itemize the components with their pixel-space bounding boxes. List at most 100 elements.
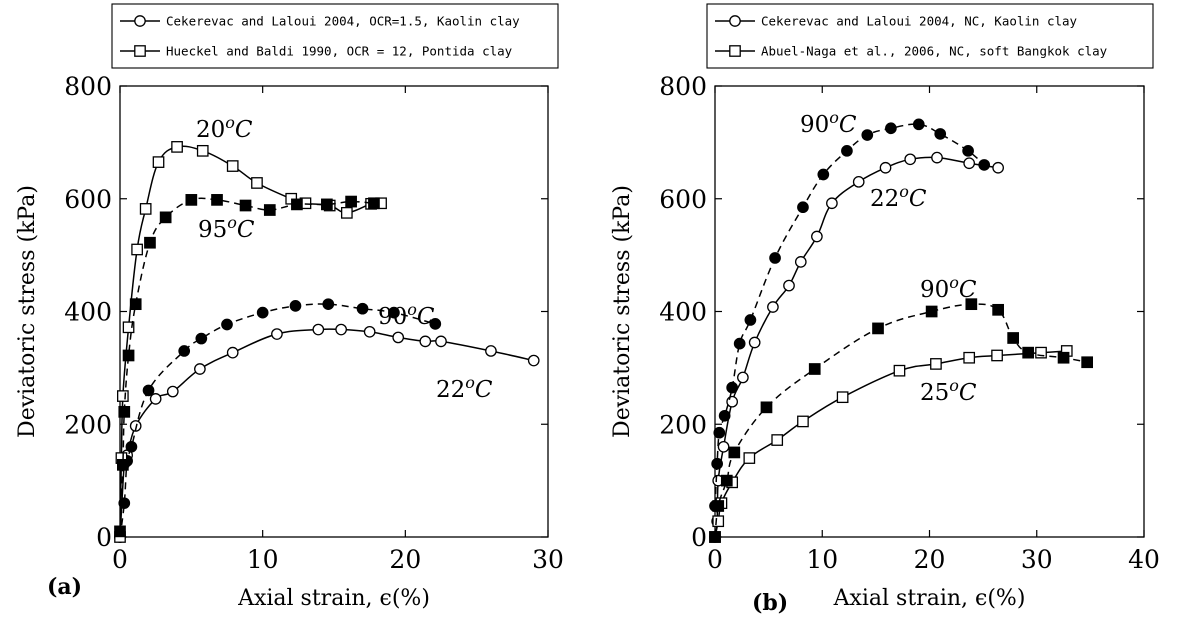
x-tick-label: 20 [389, 545, 421, 574]
data-point [771, 434, 784, 446]
legend: Cekerevac and Laloui 2004, NC, Kaolin cl… [706, 3, 1154, 69]
data-point [760, 401, 773, 414]
temperature-annotation: 20oC [196, 113, 253, 143]
data-point [737, 371, 749, 384]
data-point [769, 252, 781, 264]
data-point [963, 351, 976, 364]
data-point [166, 385, 179, 398]
data-point [709, 531, 721, 543]
data-point [185, 194, 198, 206]
data-point [744, 314, 757, 326]
data-point [340, 206, 353, 219]
data-point [963, 157, 976, 170]
data-point [144, 236, 156, 249]
data-point [1057, 351, 1070, 364]
legend-entry: Abuel-Naga et al., 2006, NC, soft Bangko… [761, 44, 1108, 59]
data-point [335, 323, 347, 336]
data-point [783, 279, 795, 292]
data-point [152, 156, 165, 168]
data-point [419, 335, 432, 348]
data-point [718, 409, 731, 422]
data-point [713, 426, 726, 439]
data-point [1035, 346, 1047, 359]
data-point [226, 160, 239, 172]
series-1-90C [709, 118, 991, 512]
data-point [836, 391, 849, 404]
series-1-22C [709, 151, 1004, 543]
data-point [291, 198, 303, 211]
temperature-annotation: 90oC [920, 273, 977, 303]
data-point [817, 168, 830, 181]
y-tick-label: 800 [659, 72, 707, 101]
data-point [965, 298, 978, 311]
x-tick-label: 30 [532, 545, 564, 574]
temperature-annotation: 25oC [920, 376, 977, 406]
series-2-25C [709, 345, 1073, 543]
x-tick-label: 30 [1021, 545, 1053, 574]
data-point [312, 323, 325, 336]
data-point [221, 318, 233, 331]
data-point [392, 331, 405, 344]
data-point [1022, 346, 1035, 359]
temperature-annotation: 90oC [378, 300, 435, 330]
data-point [142, 384, 155, 397]
legend-entry: Cekerevac and Laloui 2004, NC, Kaolin cl… [761, 14, 1078, 29]
series-line [714, 123, 985, 507]
data-point [129, 420, 142, 432]
x-axis-label: Axial strain, ϵ(%) [833, 586, 1026, 611]
data-point [527, 354, 540, 367]
data-point [748, 336, 761, 349]
data-point [117, 458, 129, 471]
legend-marker [729, 45, 741, 57]
legend-entry: Hueckel and Baldi 1990, OCR = 12, Pontid… [166, 44, 513, 59]
series-line [714, 350, 1067, 538]
data-point [129, 298, 142, 311]
data-point [879, 161, 892, 174]
data-point [159, 211, 172, 224]
data-point [925, 305, 938, 318]
data-point [256, 306, 269, 319]
data-point [271, 328, 283, 340]
panel-label: (b) [752, 590, 788, 616]
data-point [794, 256, 807, 268]
plot-frame [119, 85, 549, 538]
data-point [726, 381, 739, 394]
data-point [852, 175, 865, 188]
series-2-90C [709, 298, 1094, 543]
data-point [811, 230, 823, 243]
data-point [934, 128, 947, 140]
y-tick-label: 400 [64, 298, 112, 327]
y-tick-label: 600 [64, 185, 112, 214]
data-point [962, 144, 974, 157]
data-point [712, 500, 725, 512]
data-point [211, 194, 223, 206]
y-tick-label: 0 [691, 523, 707, 552]
data-point [992, 161, 1004, 174]
data-point [118, 405, 131, 418]
data-point [171, 141, 183, 153]
x-axis-label: Axial strain, ϵ(%) [237, 586, 430, 611]
data-point [717, 440, 730, 453]
y-tick-label: 800 [64, 72, 112, 101]
data-point [226, 346, 239, 359]
data-point [321, 198, 333, 211]
legend: Cekerevac and Laloui 2004, OCR=1.5, Kaol… [111, 3, 559, 69]
y-tick-label: 200 [659, 410, 707, 439]
series-line [714, 303, 1088, 538]
legend-marker [134, 45, 146, 57]
series-2-95C [114, 194, 380, 538]
data-point [122, 321, 135, 334]
data-point [872, 322, 884, 335]
x-tick-label: 40 [1128, 545, 1160, 574]
data-point [978, 159, 991, 171]
data-point [388, 306, 400, 319]
x-tick-label: 0 [707, 545, 723, 574]
legend-box [706, 3, 1154, 69]
data-point [195, 332, 208, 345]
data-point [861, 129, 874, 141]
y-axis-label: Deviatoric stress (kPa) [610, 185, 635, 438]
data-point [728, 446, 741, 459]
data-point [893, 364, 906, 377]
